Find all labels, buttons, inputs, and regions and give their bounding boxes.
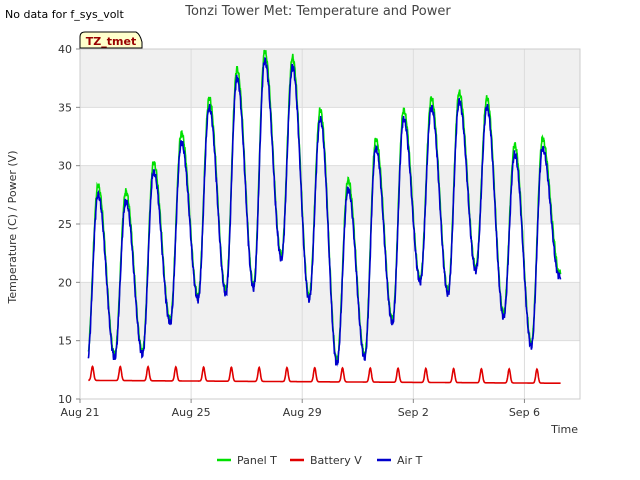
y-tick-label: 25 <box>58 218 72 231</box>
station-badge-shape <box>79 31 143 49</box>
station-badge-label: TZ_tmet <box>86 35 136 48</box>
background-band <box>80 165 580 224</box>
y-tick-label: 35 <box>58 101 72 114</box>
chart-title: Tonzi Tower Met: Temperature and Power <box>184 4 451 19</box>
y-tick-label: 15 <box>58 335 72 348</box>
y-tick-label: 10 <box>58 393 72 406</box>
legend-label: Panel T <box>237 454 277 467</box>
legend-label: Air T <box>397 454 423 467</box>
legend-item: Panel T <box>217 454 277 467</box>
x-axis-label: Time <box>550 423 578 436</box>
legend-item: Battery V <box>290 454 362 467</box>
x-axis-ticks: Aug 21 Aug 25 Aug 29 Sep 2 Sep 6 <box>61 399 540 419</box>
background-band <box>80 49 580 108</box>
x-tick-label: Sep 6 <box>509 406 540 419</box>
legend-label: Battery V <box>310 454 362 467</box>
x-tick-label: Aug 29 <box>283 406 322 419</box>
y-axis-label: Temperature (C) / Power (V) <box>6 150 19 304</box>
no-data-message: No data for f_sys_volt <box>5 8 124 21</box>
legend: Panel T Battery V Air T <box>217 454 423 467</box>
legend-item: Air T <box>377 454 423 467</box>
x-tick-label: Aug 25 <box>172 406 211 419</box>
station-badge: TZ_tmet <box>79 31 143 49</box>
x-tick-label: Aug 21 <box>61 406 100 419</box>
series-line-battery-v <box>88 365 561 384</box>
y-tick-label: 30 <box>58 160 72 173</box>
y-axis-ticks: 10 15 20 25 30 35 40 <box>58 43 80 406</box>
y-tick-label: 40 <box>58 43 72 56</box>
x-tick-label: Sep 2 <box>398 406 429 419</box>
y-tick-label: 20 <box>58 276 72 289</box>
series-lines <box>87 49 562 384</box>
series-line-air-t <box>87 57 562 367</box>
